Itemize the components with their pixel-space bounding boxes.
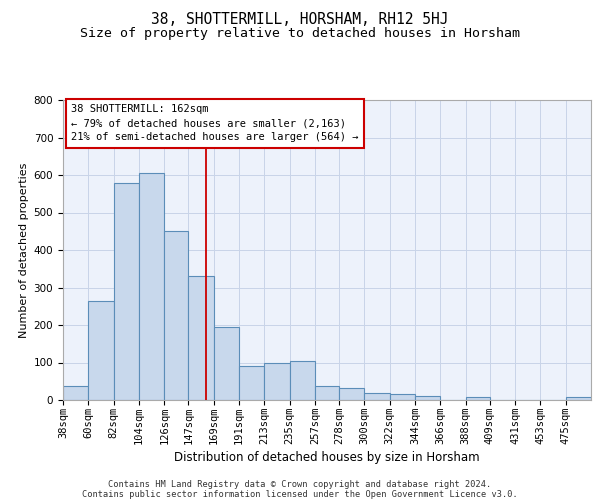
Bar — [188, 276, 214, 400]
Bar — [315, 386, 339, 400]
Bar — [566, 397, 591, 400]
Bar — [164, 231, 188, 400]
Text: Contains HM Land Registry data © Crown copyright and database right 2024.
Contai: Contains HM Land Registry data © Crown c… — [82, 480, 518, 499]
Bar — [63, 386, 88, 400]
Text: 38 SHOTTERMILL: 162sqm
← 79% of detached houses are smaller (2,163)
21% of semi-: 38 SHOTTERMILL: 162sqm ← 79% of detached… — [71, 104, 358, 142]
Text: Size of property relative to detached houses in Horsham: Size of property relative to detached ho… — [80, 26, 520, 40]
Bar — [265, 362, 290, 400]
Bar — [290, 360, 315, 400]
Bar — [339, 388, 364, 400]
Bar — [239, 366, 265, 400]
Bar — [415, 396, 440, 400]
Text: 38, SHOTTERMILL, HORSHAM, RH12 5HJ: 38, SHOTTERMILL, HORSHAM, RH12 5HJ — [151, 12, 449, 28]
Bar — [364, 393, 389, 400]
Bar — [389, 394, 415, 400]
Bar — [113, 182, 139, 400]
Bar — [139, 173, 164, 400]
Bar — [88, 300, 113, 400]
X-axis label: Distribution of detached houses by size in Horsham: Distribution of detached houses by size … — [174, 450, 480, 464]
Bar — [466, 397, 490, 400]
Y-axis label: Number of detached properties: Number of detached properties — [19, 162, 29, 338]
Bar — [214, 327, 239, 400]
